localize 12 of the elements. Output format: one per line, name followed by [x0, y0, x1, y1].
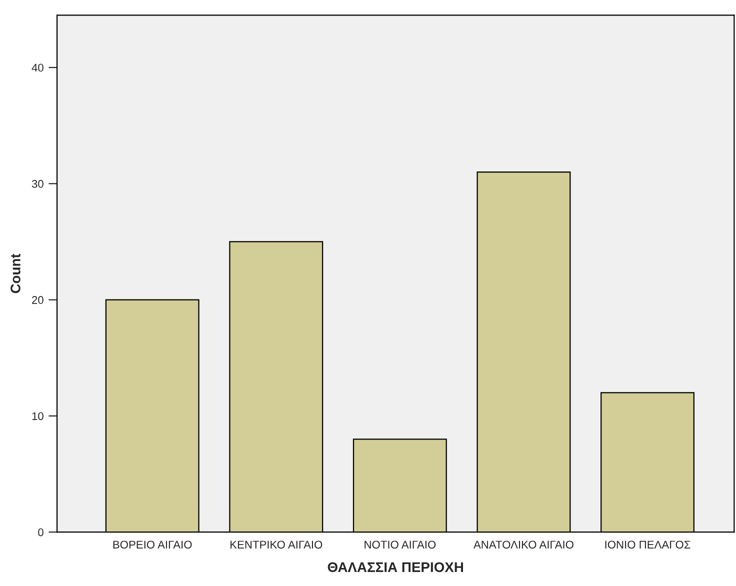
- x-tick-label: ΝΟΤΙΟ ΑΙΓΑΙΟ: [364, 540, 436, 549]
- x-tick-label: ΒΟΡΕΙΟ ΑΙΓΑΙΟ: [113, 540, 192, 549]
- y-tick-label: 30: [32, 180, 44, 188]
- y-tick-label: 40: [32, 64, 44, 72]
- x-tick-label: ΚΕΝΤΡΙΚΟ ΑΙΓΑΙΟ: [230, 540, 322, 549]
- x-tick-label: ΙΟΝΙΟ ΠΕΛΑΓΟΣ: [605, 540, 690, 549]
- x-tick-label: ΑΝΑΤΟΛΙΚΟ ΑΙΓΑΙΟ: [473, 540, 574, 549]
- y-axis-title: Count: [10, 254, 20, 294]
- y-tick-label: 20: [32, 296, 44, 304]
- y-tick-label: 0: [38, 528, 44, 536]
- x-axis-title: ΘΑΛΑΣΣΙΑ ΠΕΡΙΟΧΗ: [328, 562, 464, 572]
- y-tick-label: 10: [32, 412, 44, 420]
